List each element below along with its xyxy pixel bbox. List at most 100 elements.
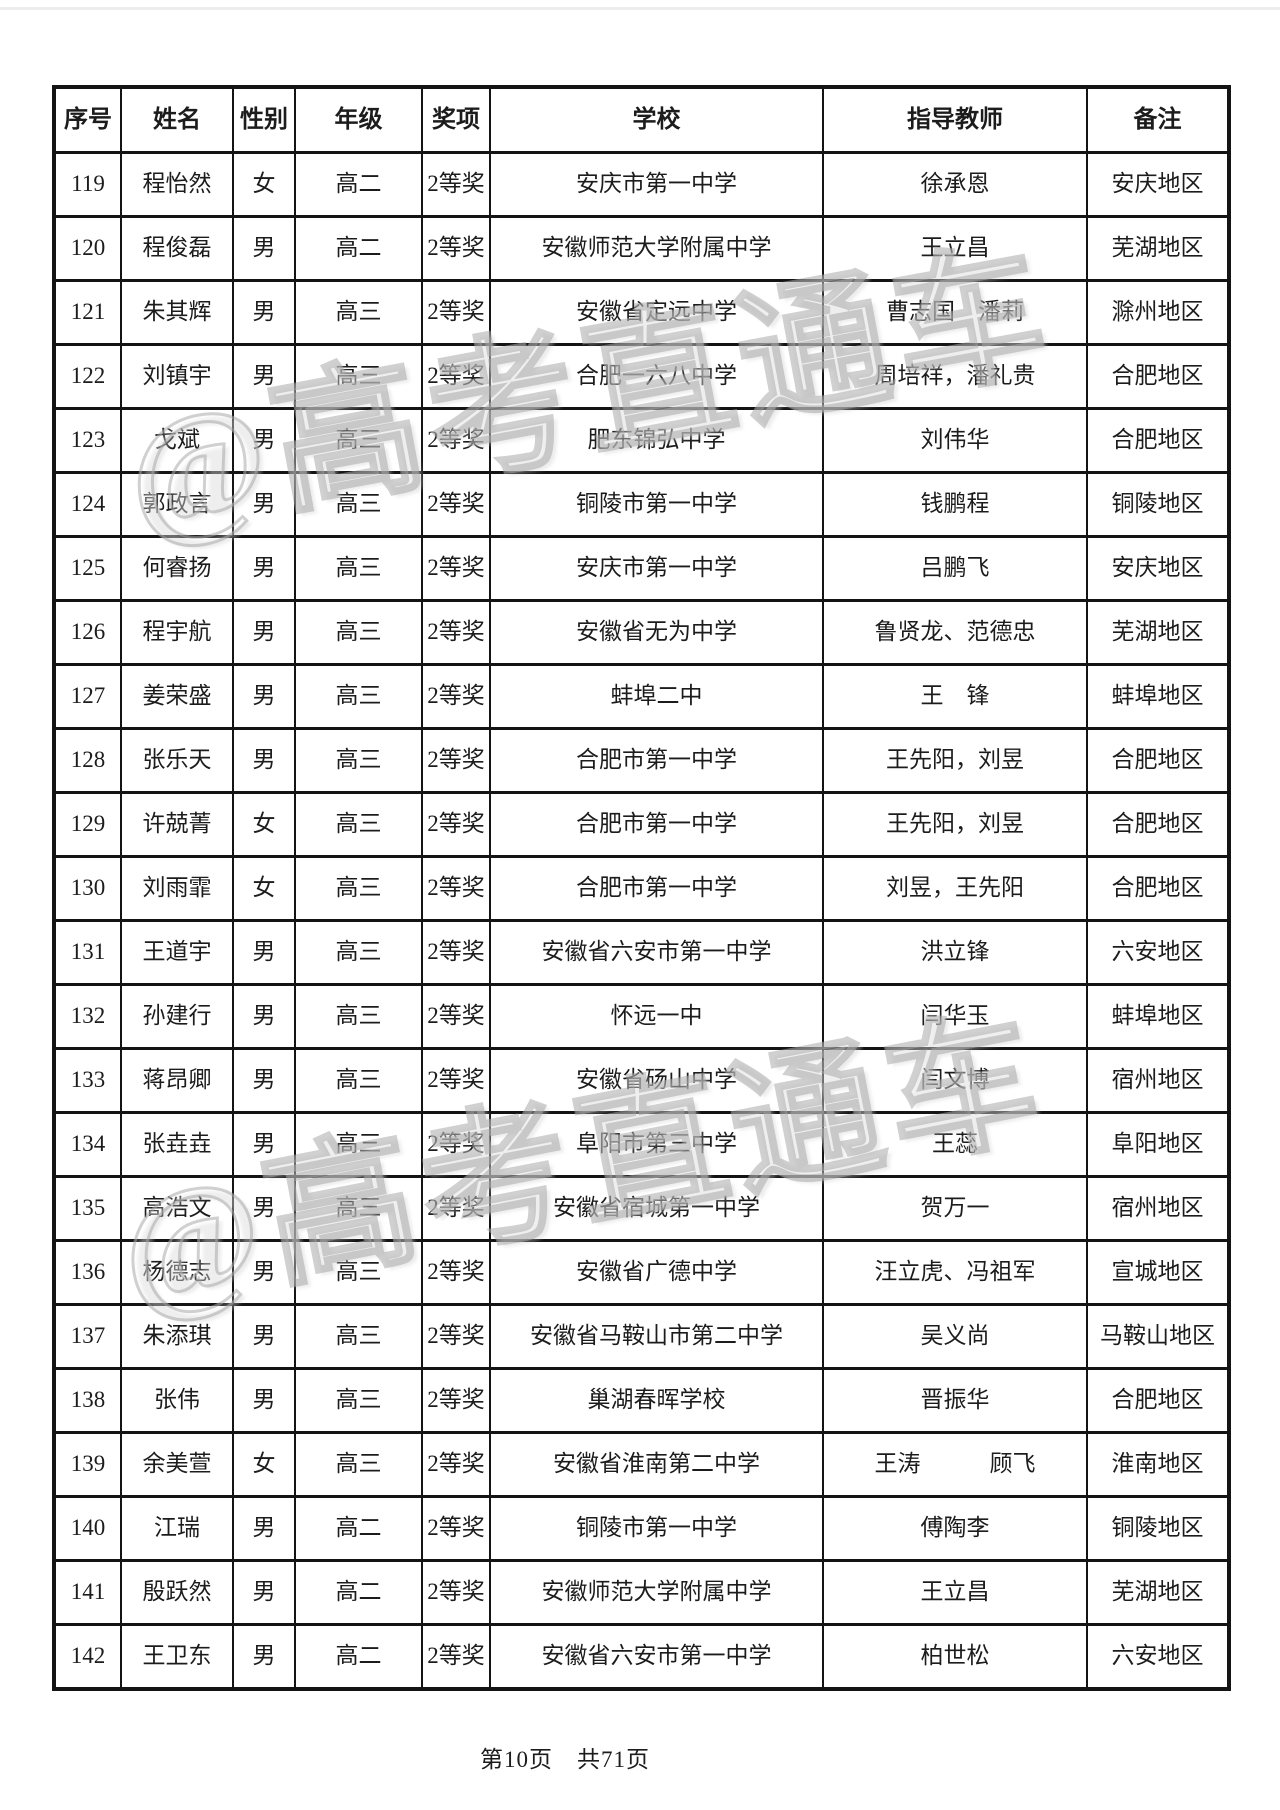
cell-no: 119 [53,151,122,218]
cell-name: 张垚垚 [120,1111,234,1178]
cell-teacher: 吕鹏飞 [822,535,1088,602]
cell-grade: 高三 [294,599,423,666]
cell-teacher: 吴义尚 [822,1303,1088,1370]
cell-grade: 高二 [294,1559,423,1626]
award-winners-table: 序号 姓名 性别 年级 奖项 学校 指导教师 备注 119 程怡然女高二 2等奖 安庆市第一中学 徐承… [52,85,1231,1691]
cell-no: 126 [53,599,122,666]
cell-award: 2等奖 [421,791,491,858]
cell-school: 怀远一中 [489,983,824,1050]
cell-name: 朱添琪 [120,1303,234,1370]
cell-no: 128 [53,727,122,794]
cell-no: 125 [53,535,122,602]
cell-gender: 男 [232,471,296,538]
table-row: 124 郭政言男高三 2等奖 铜陵市第一中学 钱鹏程 铜陵地区 [53,471,1230,538]
cell-gender: 男 [232,1111,296,1178]
cell-school: 巢湖春晖学校 [489,1367,824,1434]
table-row: 133 蒋昂卿男高三 2等奖 安徽省砀山中学 闫文博 宿州地区 [53,1047,1230,1114]
cell-no: 141 [53,1559,122,1626]
cell-award: 2等奖 [421,855,491,922]
cell-name: 刘雨霏 [120,855,234,922]
table-row: 142 王卫东男高二 2等奖 安徽省六安市第一中学 柏世松 六安地区 [53,1623,1230,1690]
cell-award: 2等奖 [421,1431,491,1498]
cell-award: 2等奖 [421,279,491,346]
cell-remark: 合肥地区 [1086,343,1230,410]
table-row: 141 殷跃然男高二 2等奖 安徽师范大学附属中学 王立昌 芜湖地区 [53,1559,1230,1626]
column-header-school: 学校 [489,85,824,154]
cell-school: 安徽省定远中学 [489,279,824,346]
cell-gender: 男 [232,983,296,1050]
table-row: 138 张伟男高三 2等奖 巢湖春晖学校 晋振华 合肥地区 [53,1367,1230,1434]
cell-award: 2等奖 [421,151,491,218]
cell-gender: 男 [232,535,296,602]
cell-teacher: 王 锋 [822,663,1088,730]
cell-name: 王道宇 [120,919,234,986]
table-row: 130 刘雨霏女高三 2等奖 合肥市第一中学 刘昱，王先阳 合肥地区 [53,855,1230,922]
cell-remark: 宿州地区 [1086,1175,1230,1242]
cell-gender: 女 [232,855,296,922]
cell-no: 131 [53,919,122,986]
cell-remark: 蚌埠地区 [1086,663,1230,730]
table-row: 140 江瑞男高二 2等奖 铜陵市第一中学 傅陶李 铜陵地区 [53,1495,1230,1562]
cell-school: 合肥一六八中学 [489,343,824,410]
cell-award: 2等奖 [421,1367,491,1434]
cell-name: 戈斌 [120,407,234,474]
cell-award: 2等奖 [421,1303,491,1370]
cell-gender: 男 [232,1559,296,1626]
cell-remark: 合肥地区 [1086,407,1230,474]
cell-name: 刘镇宇 [120,343,234,410]
cell-gender: 男 [232,727,296,794]
cell-grade: 高三 [294,663,423,730]
cell-school: 安徽省马鞍山市第二中学 [489,1303,824,1370]
cell-teacher: 晋振华 [822,1367,1088,1434]
cell-school: 安庆市第一中学 [489,151,824,218]
cell-no: 127 [53,663,122,730]
cell-grade: 高三 [294,983,423,1050]
cell-no: 120 [53,215,122,282]
cell-teacher: 王蕊 [822,1111,1088,1178]
cell-award: 2等奖 [421,663,491,730]
cell-gender: 女 [232,791,296,858]
cell-school: 铜陵市第一中学 [489,1495,824,1562]
cell-teacher: 曹志国 潘莉 [822,279,1088,346]
cell-name: 余美萱 [120,1431,234,1498]
cell-remark: 铜陵地区 [1086,1495,1230,1562]
cell-remark: 蚌埠地区 [1086,983,1230,1050]
cell-remark: 阜阳地区 [1086,1111,1230,1178]
cell-school: 合肥市第一中学 [489,727,824,794]
cell-no: 136 [53,1239,122,1306]
cell-grade: 高三 [294,1047,423,1114]
cell-no: 138 [53,1367,122,1434]
column-header-grade: 年级 [294,85,423,154]
cell-award: 2等奖 [421,1495,491,1562]
cell-name: 江瑞 [120,1495,234,1562]
cell-remark: 宣城地区 [1086,1239,1230,1306]
cell-teacher: 王先阳，刘昱 [822,791,1088,858]
table-row: 129 许兢菁女高三 2等奖 合肥市第一中学 王先阳，刘昱 合肥地区 [53,791,1230,858]
cell-school: 安徽省六安市第一中学 [489,1623,824,1690]
table-header-row: 序号 姓名 性别 年级 奖项 学校 指导教师 备注 [53,85,1230,154]
cell-school: 铜陵市第一中学 [489,471,824,538]
cell-no: 122 [53,343,122,410]
column-header-gender: 性别 [232,85,296,154]
table-row: 120 程俊磊男高二 2等奖 安徽师范大学附属中学 王立昌 芜湖地区 [53,215,1230,282]
cell-remark: 合肥地区 [1086,791,1230,858]
table-row: 119 程怡然女高二 2等奖 安庆市第一中学 徐承恩 安庆地区 [53,151,1230,218]
cell-name: 郭政言 [120,471,234,538]
cell-no: 133 [53,1047,122,1114]
table-row: 136 杨德志男高三 2等奖 安徽省广德中学 汪立虎、冯祖军 宣城地区 [53,1239,1230,1306]
cell-no: 129 [53,791,122,858]
cell-remark: 滁州地区 [1086,279,1230,346]
cell-award: 2等奖 [421,727,491,794]
cell-teacher: 王立昌 [822,215,1088,282]
table-row: 131 王道宇男高三 2等奖 安徽省六安市第一中学 洪立锋 六安地区 [53,919,1230,986]
cell-gender: 女 [232,151,296,218]
cell-gender: 男 [232,407,296,474]
cell-name: 殷跃然 [120,1559,234,1626]
cell-gender: 男 [232,1623,296,1690]
cell-school: 安徽师范大学附属中学 [489,1559,824,1626]
cell-remark: 合肥地区 [1086,1367,1230,1434]
cell-gender: 男 [232,279,296,346]
page-number-footer: 第10页 共71页 [480,1747,650,1772]
cell-gender: 男 [232,1239,296,1306]
cell-teacher: 徐承恩 [822,151,1088,218]
